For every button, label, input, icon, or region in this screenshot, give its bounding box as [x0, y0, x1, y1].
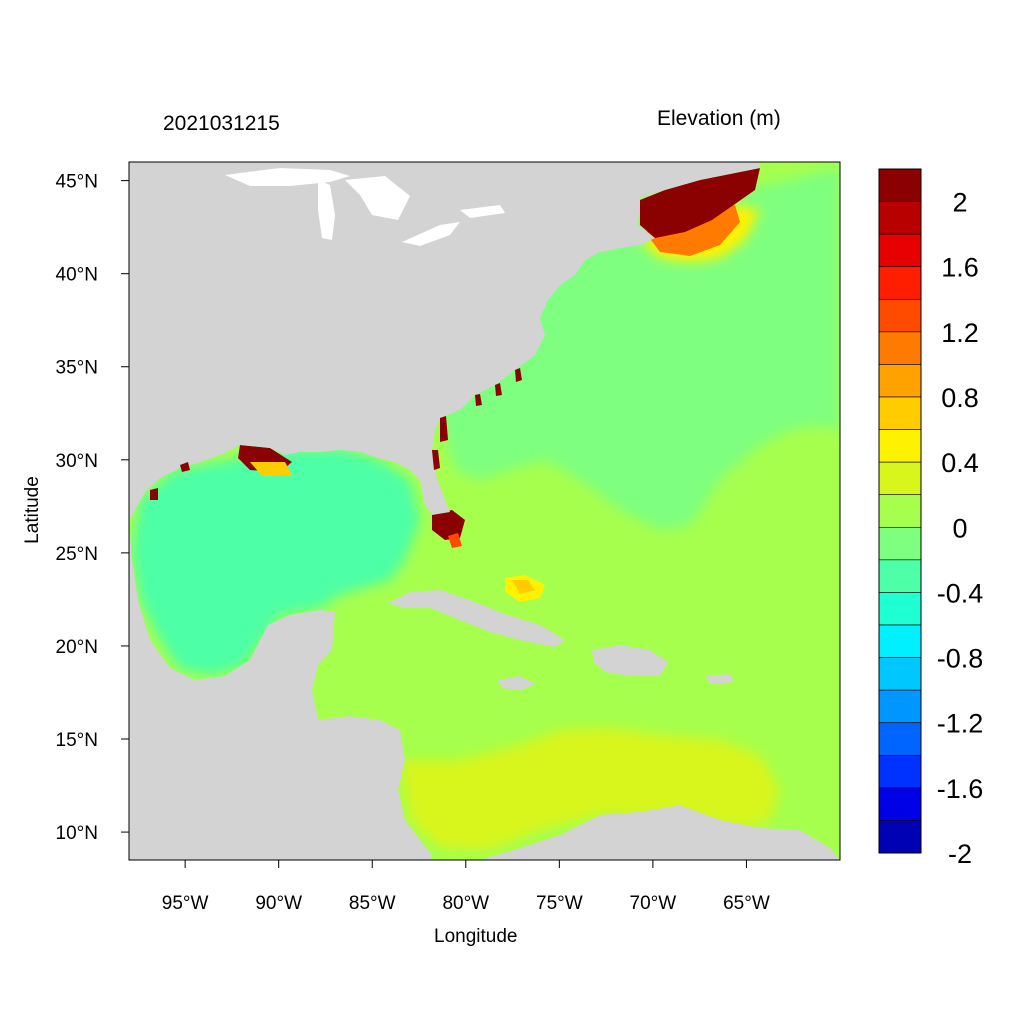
map-frame — [128, 161, 841, 861]
lake-michigan — [318, 180, 335, 240]
x-tick-label: 95°W — [162, 893, 209, 914]
gulf-of-mexico-region — [132, 448, 420, 675]
colorbar-swatch — [878, 820, 922, 854]
colorbar-label: 0.8 — [941, 383, 979, 413]
colorbar-frame — [878, 168, 922, 854]
colorbar-swatch — [878, 526, 922, 561]
x-tick-label: 80°W — [442, 893, 489, 914]
x-axis-ticks: 95°W 90°W 85°W 80°W 75°W 70°W 65°W — [162, 860, 770, 914]
timestamp-label: 2021031215 — [163, 112, 280, 135]
colorbar-label: -2 — [948, 839, 972, 869]
y-tick-label: 20°N — [56, 637, 98, 658]
jamaica-island — [498, 676, 535, 690]
y-tick-label: 45°N — [56, 172, 98, 193]
colorbar-swatch — [878, 331, 922, 365]
bahamas-banks-inner — [512, 580, 535, 594]
y-tick-label: 25°N — [56, 544, 98, 565]
colorbar-label: -1.6 — [937, 774, 984, 804]
x-tick-label: 90°W — [255, 893, 302, 914]
y-tick-label: 40°N — [56, 265, 98, 286]
colorbar-swatch — [878, 624, 922, 658]
colorbar-label: -1.2 — [937, 709, 984, 739]
colorbar-swatch — [878, 689, 922, 724]
great-lakes — [225, 168, 505, 246]
colorbar-swatch — [878, 787, 922, 821]
colorbar-swatch — [878, 754, 922, 789]
colorbar-label: 0 — [952, 513, 967, 543]
colorbar-swatch — [878, 657, 922, 691]
x-tick-label: 70°W — [630, 893, 677, 914]
north-america-land — [129, 162, 760, 520]
colorbar-swatch — [878, 429, 922, 463]
colorbar-label: -0.8 — [937, 644, 984, 674]
south-america-land — [480, 805, 840, 860]
lake-ontario — [460, 205, 505, 218]
colorbar-swatch — [878, 559, 922, 593]
y-axis-ticks: 45°N 40°N 35°N 30°N 25°N 20°N 15°N 10°N — [56, 172, 129, 844]
gulf-of-maine-surge-core — [640, 168, 760, 238]
colorbar-swatch — [878, 168, 922, 202]
y-tick-label: 35°N — [56, 358, 98, 379]
puerto-rico-island — [706, 674, 734, 684]
gulf-of-maine-surge-mid — [645, 205, 740, 256]
mexico-central-america-land — [129, 520, 432, 860]
colorbar-label: 2 — [952, 188, 967, 218]
louisiana-coast-surge-fringe — [250, 462, 292, 476]
land-masses — [129, 162, 840, 860]
colorbar-label: 1.6 — [941, 253, 979, 283]
map-area — [129, 162, 840, 860]
southeast-coast-surge-speckles — [150, 368, 522, 500]
colorbar: 2 1.6 1.2 0.8 0.4 0 -0.4 -0.8 -1.2 -1.6 -2 — [878, 168, 984, 869]
colorbar-swatch — [878, 364, 922, 398]
lake-erie — [402, 222, 460, 246]
variable-title: Elevation (m) — [657, 107, 781, 130]
colorbar-swatch — [878, 396, 922, 430]
colorbar-swatch — [878, 722, 922, 756]
colorbar-label: -0.4 — [937, 578, 984, 608]
hispaniola-island — [592, 645, 668, 676]
florida-tip-surge — [432, 510, 465, 540]
colorbar-swatch — [878, 461, 922, 496]
colorbar-swatch — [878, 298, 922, 333]
y-tick-label: 15°N — [56, 730, 98, 751]
x-axis-title: Longitude — [434, 926, 518, 947]
x-tick-label: 75°W — [536, 893, 583, 914]
x-tick-label: 65°W — [723, 893, 770, 914]
florida-tip-surge-fringe — [448, 533, 462, 548]
colorbar-label: 0.4 — [941, 448, 979, 478]
colorbar-swatch — [878, 592, 922, 626]
y-tick-label: 30°N — [56, 451, 98, 472]
colorbar-label: 1.2 — [941, 318, 979, 348]
lake-huron — [345, 176, 410, 220]
colorbar-swatch — [878, 494, 922, 528]
colorbar-swatch — [878, 201, 922, 235]
caribbean-south-band — [400, 728, 780, 850]
x-tick-label: 85°W — [349, 893, 396, 914]
colorbar-swatch — [878, 266, 922, 300]
cuba-island — [388, 590, 565, 647]
y-tick-label: 10°N — [56, 823, 98, 844]
colorbar-swatch — [878, 233, 922, 268]
